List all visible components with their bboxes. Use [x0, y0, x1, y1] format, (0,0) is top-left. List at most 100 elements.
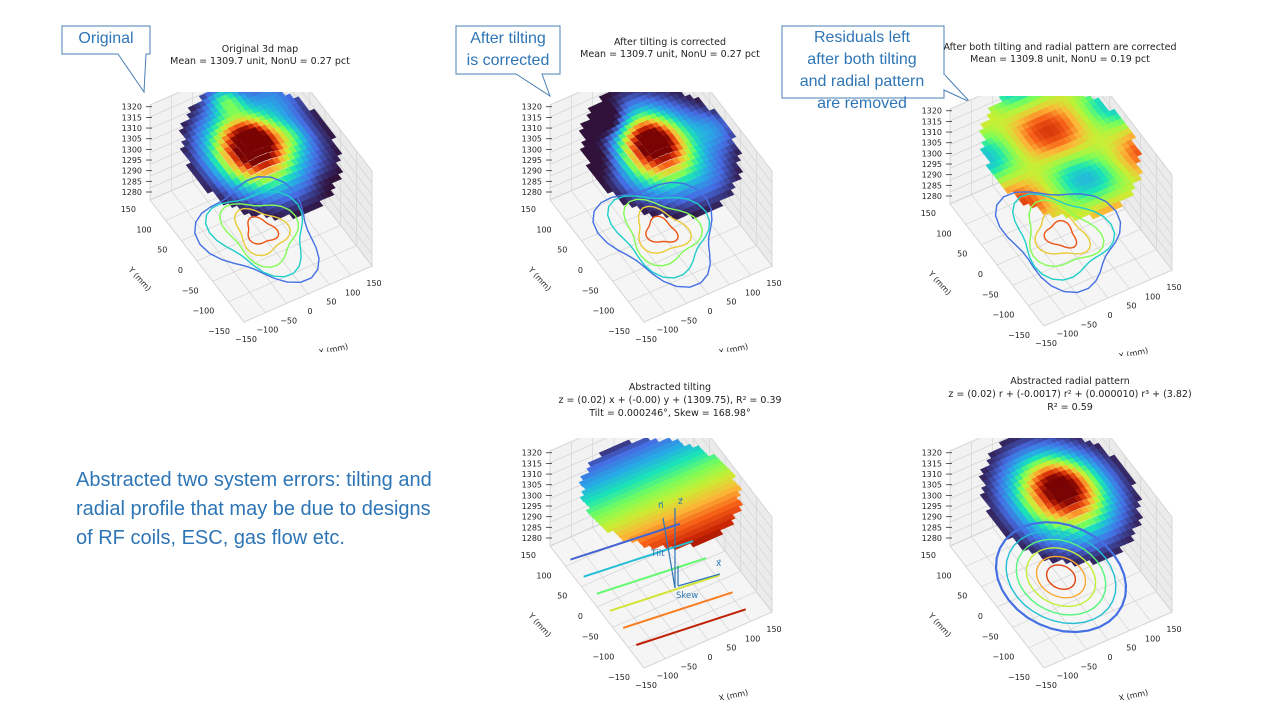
wall-grid-line [701, 92, 773, 184]
x-tick-label: 0 [707, 307, 712, 316]
y-tick-label: −50 [982, 290, 999, 299]
x-tick-label: 100 [1145, 292, 1160, 301]
x-tick-label: −150 [1035, 339, 1057, 348]
contour-line [247, 215, 280, 245]
x-tick-label: 0 [1107, 311, 1112, 320]
z-tick-label: 1290 [922, 171, 942, 180]
z-tick-label: 1285 [922, 523, 942, 532]
contour-line [645, 215, 679, 243]
wall-grid-line [949, 438, 981, 452]
wall-grid-line [1110, 96, 1173, 176]
floor-grid-line [1043, 611, 1173, 669]
contour-line [1015, 538, 1107, 616]
surface-cell [240, 179, 250, 188]
y-tick-label: 50 [957, 592, 967, 601]
surface-cell [1040, 526, 1050, 535]
panel5-title-line1: Abstracted radial pattern [1010, 376, 1130, 387]
z-tick-label: 1290 [522, 167, 542, 176]
surface-cell [651, 166, 662, 174]
surface-cell [653, 157, 663, 166]
x-tick-label: −150 [235, 335, 257, 344]
floor-contours [194, 175, 320, 283]
surface-cell [689, 211, 699, 220]
wall-grid-line [149, 92, 208, 118]
wall-grid-line [710, 92, 773, 172]
z-tick-label: 1305 [922, 481, 942, 490]
surface-cell [635, 153, 646, 161]
y-axis-label: Y (mm) [926, 611, 953, 640]
contour-line [637, 205, 693, 254]
x-tick-label: −150 [1035, 681, 1057, 690]
floor-grid-line [243, 265, 373, 323]
z-vector-label: z⃗ [678, 497, 683, 507]
surface-cell [640, 149, 651, 158]
z-tick-label: 1320 [522, 103, 542, 112]
surface-cell [234, 160, 245, 168]
callout-residual-line4: are removed [817, 95, 907, 112]
y-tick-label: 50 [557, 592, 567, 601]
surface-cell [636, 175, 647, 183]
wall-grid-line [549, 438, 581, 452]
contour-line [194, 175, 320, 283]
wall-grid-line [310, 92, 373, 172]
surface-cell [1061, 506, 1071, 515]
z-tick-label: 1305 [122, 135, 142, 144]
x-tick-label: 100 [345, 288, 360, 297]
z-tick-label: 1320 [522, 449, 542, 458]
floor-grid-line [1043, 269, 1173, 327]
x-tick-label: 150 [766, 625, 781, 634]
surface-cell [249, 150, 259, 159]
contour-line [1028, 199, 1105, 268]
summary-note: Abstracted two system errors: tilting an… [76, 469, 432, 549]
z-tick-label: 1310 [922, 128, 942, 137]
surface-cell [244, 153, 254, 162]
x-tick-label: 50 [326, 298, 336, 307]
callout-tilt [455, 25, 561, 98]
y-tick-label: −150 [608, 327, 630, 336]
y-tick-label: 0 [178, 266, 183, 275]
panel2-title-line1: After tilting is corrected [613, 37, 727, 48]
z-tick-label: 1280 [122, 188, 142, 197]
x-tick-label: −150 [635, 335, 657, 344]
contour-line [1011, 193, 1116, 281]
x-tick-label: 150 [1166, 625, 1181, 634]
x-axis-label: X (mm) [1118, 688, 1149, 700]
y-tick-label: −150 [208, 327, 230, 336]
contour-line [1034, 208, 1092, 255]
floor-grid-line [628, 245, 757, 302]
contour-line [1043, 219, 1078, 249]
surface-cell [1039, 505, 1049, 513]
surface-cell [1089, 211, 1099, 220]
contour-line [609, 574, 720, 612]
y-tick-label: −100 [992, 311, 1014, 320]
z-tick-label: 1305 [922, 139, 942, 148]
surface-cell [245, 176, 255, 185]
surface-cell [648, 542, 659, 550]
z-tick-label: 1295 [522, 156, 542, 165]
z-tick-label: 1290 [522, 513, 542, 522]
surface-cell [240, 148, 251, 156]
contour-line [1005, 529, 1117, 625]
surface-cell [245, 145, 256, 154]
panel5-title-line3: R² = 0.59 [1047, 402, 1093, 413]
contour-line [1025, 547, 1097, 608]
surface-cell [640, 540, 650, 549]
contour-line [1035, 555, 1087, 599]
y-tick-label: −150 [1008, 331, 1030, 340]
surface-cell [645, 146, 656, 155]
surface [978, 96, 1144, 222]
contour-line [233, 207, 292, 257]
x-tick-label: −100 [1056, 330, 1078, 339]
surface [578, 92, 744, 221]
x-tick-label: 0 [1107, 653, 1112, 662]
wall-grid-line [549, 92, 608, 118]
floor-grid-line [1028, 249, 1157, 306]
callout-residual [781, 25, 971, 103]
z-tick-label: 1315 [922, 117, 942, 126]
y-tick-label: −150 [1008, 673, 1030, 682]
surface-cell [1048, 210, 1059, 219]
x-tick-label: 0 [707, 653, 712, 662]
